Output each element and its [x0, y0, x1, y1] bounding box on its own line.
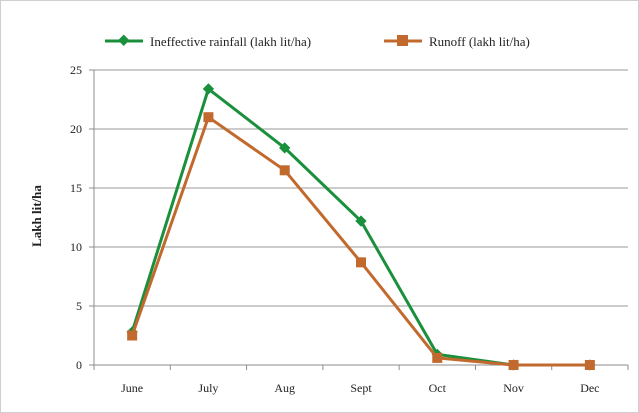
x-tick-label: Aug [274, 381, 295, 395]
y-tick-label: 20 [70, 122, 82, 136]
data-point [356, 257, 366, 268]
y-tick-label: 10 [70, 240, 82, 254]
legend: Ineffective rainfall (lakh lit/ha) Runof… [105, 34, 530, 49]
y-axis-title: Lakh lit/ha [29, 185, 44, 247]
legend-item-ineffective-rainfall: Ineffective rainfall (lakh lit/ha) [105, 34, 311, 49]
x-tick-label: July [198, 381, 218, 395]
grid [89, 69, 629, 370]
series-runoff [127, 112, 595, 370]
series-layer [126, 83, 596, 371]
legend-label-ineffective-rainfall: Ineffective rainfall (lakh lit/ha) [150, 34, 311, 49]
y-tick-label: 15 [70, 181, 82, 195]
x-tick-label: Oct [429, 381, 447, 395]
tick-labels: 0 5 10 15 20 25 June July Aug Sept Oct Nov Dec [70, 63, 600, 395]
data-point [584, 360, 595, 370]
x-tick-label: Dec [580, 381, 599, 395]
legend-item-runoff: Runoff (lakh lit/ha) [384, 34, 530, 49]
data-point [355, 215, 367, 227]
x-tick-label: Nov [503, 381, 524, 395]
series-line [130, 87, 590, 367]
data-point [432, 352, 443, 363]
series-line [130, 115, 590, 367]
data-point [508, 360, 519, 370]
series-ineffective-rainfall [126, 83, 596, 371]
data-point [203, 112, 214, 123]
x-tick-label: June [121, 381, 143, 395]
data-point [127, 330, 138, 341]
data-point [279, 142, 291, 154]
legend-label-runoff: Runoff (lakh lit/ha) [429, 34, 530, 49]
y-tick-label: 5 [76, 299, 82, 313]
data-point [279, 165, 290, 176]
y-tick-label: 0 [76, 358, 82, 372]
x-tick-label: Sept [350, 381, 372, 395]
y-tick-label: 25 [70, 63, 82, 77]
